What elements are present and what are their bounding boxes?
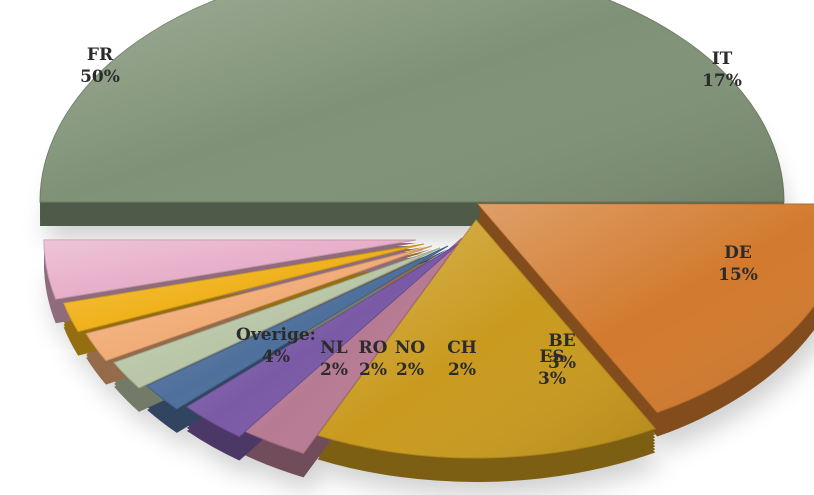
pie-top-layer [39, 0, 814, 459]
slice-value-be: 3% [548, 353, 576, 373]
slice-label-be: BE [548, 331, 575, 351]
slice-highlight-nl [63, 244, 424, 332]
slice-label-no: NO [395, 338, 426, 358]
slice-label-overige: Overige: [236, 325, 316, 345]
slice-label-it: IT [712, 49, 733, 69]
slice-highlight-be [243, 238, 462, 454]
slice-label-ro: RO [359, 338, 388, 358]
slice-value-fr: 50% [80, 67, 120, 87]
slice-label-ch: CH [447, 338, 477, 358]
slice-value-de: 15% [718, 265, 758, 285]
slice-value-it: 17% [702, 71, 742, 91]
slice-highlight-it [478, 204, 814, 413]
slice-value-nl: 2% [320, 360, 348, 380]
slice-label-es: ES [539, 347, 564, 367]
pie-label-layer: FR50%IT17%DE15%BE3%ES3%CH2%NO2%RO2%NL2%O… [80, 45, 758, 389]
slice-highlight-overige [44, 240, 416, 300]
slice-label-fr: FR [87, 45, 114, 65]
slice-highlight-ch [147, 246, 448, 409]
slice-highlight-fr [40, 0, 784, 202]
slice-value-ch: 2% [448, 360, 476, 380]
slice-highlight-no [114, 248, 440, 388]
slice-highlight-es [186, 244, 458, 437]
slice-value-es: 3% [538, 369, 566, 389]
slice-highlight-de [317, 220, 656, 458]
slice-value-ro: 2% [359, 360, 387, 380]
slice-value-overige: 4% [262, 347, 290, 367]
slice-label-nl: NL [320, 338, 348, 358]
slice-highlight-ro [86, 246, 433, 361]
slice-value-no: 2% [396, 360, 424, 380]
slice-label-de: DE [724, 243, 752, 263]
